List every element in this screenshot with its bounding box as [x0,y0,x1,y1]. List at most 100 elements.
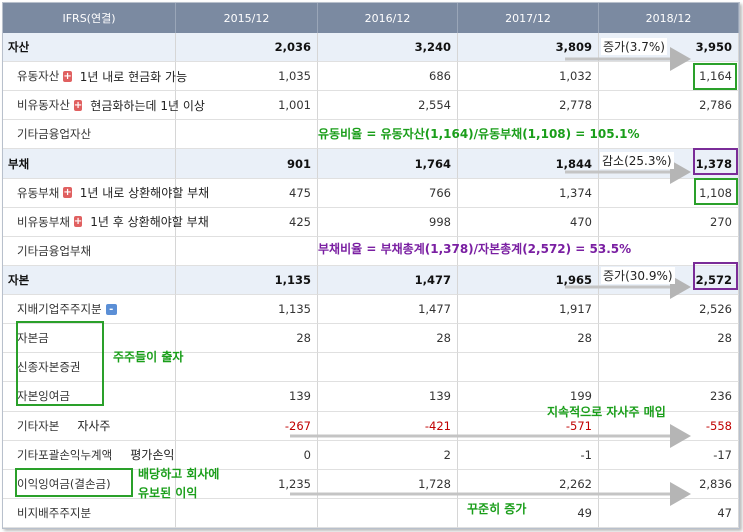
value-text: 1,477 [414,272,451,287]
highlight-box [693,262,738,290]
row-label: 유동부채 +1년 내로 상환해야할 부채 [3,178,209,208]
value-text: 3,240 [414,40,451,55]
change-note: 증가(30.9%) [601,267,675,284]
side-note: 1년 내로 상환해야할 부채 [79,186,210,201]
value-cell: 2,262 [458,469,599,499]
label-text: 비지배주주지분 [17,505,92,520]
value-cell [176,498,318,528]
value-cell: 2 [318,440,458,470]
value-text: 1,764 [414,156,451,171]
value-text: -421 [424,418,451,433]
value-text: 2,786 [699,98,732,113]
label-text: 신종자본증권 [17,360,81,375]
label-text: 비유동부채 [17,214,70,229]
toggle-icon: + [63,187,72,199]
value-cell: 1,728 [318,469,458,499]
value-cell: 139 [176,382,318,412]
value-text: 686 [429,69,451,84]
value-cell: 236 [599,382,739,412]
value-text: 1,001 [278,98,311,113]
label-text: 기타자본 [17,418,60,433]
label-text: 기타금융업자산 [17,127,92,142]
value-cell: 2,526 [599,295,739,325]
label-text: 지배기업주주지분 [17,302,102,317]
value-text: 1,844 [555,156,592,171]
value-cell [318,120,458,150]
row-label: 유동자산 +1년 내로 현금화 가능 [3,62,187,92]
value-text: 1,374 [559,185,592,200]
value-text: 1,035 [278,69,311,84]
value-cell: 1,965 [458,265,599,296]
label-text: 유동부채 [17,185,60,200]
value-cell: 1,374 [458,178,599,208]
value-text: 3,809 [555,40,592,55]
value-cell [599,236,739,266]
header-cell: 2015/12 [176,3,318,33]
change-note: 감소(25.3%) [600,152,674,169]
value-cell: 1,108 [599,178,739,208]
value-cell: -421 [318,411,458,441]
value-cell: 1,477 [318,265,458,296]
value-cell: -558 [599,411,739,441]
row-label: 자산 [3,33,176,63]
value-text: 1,378 [695,156,732,171]
value-cell: 28 [318,324,458,354]
value-text: -17 [713,447,732,462]
highlight-box [693,148,738,175]
row-label: 기타자본 자사주 [3,411,176,441]
value-text: 1,164 [699,69,732,84]
value-text: 28 [717,331,732,346]
value-text: 1,917 [559,302,592,317]
value-cell: 3,240 [318,33,458,63]
value-cell: 49 [458,498,599,528]
side-note: 현금화하는데 1년 이상 [90,98,205,113]
value-cell: 1,135 [176,265,318,296]
label-text: 자본금 [17,331,49,346]
change-note: 증가(3.7%) [601,38,667,55]
label-text: 자본 [8,272,30,287]
value-text: 1,135 [278,302,311,317]
highlight-box [16,321,104,406]
value-text: 28 [577,331,592,346]
value-cell [176,120,318,150]
value-text: 0 [303,447,311,462]
value-cell: 1,032 [458,62,599,92]
value-cell: 1,135 [176,295,318,325]
value-text: 998 [429,214,451,229]
label-text: 비유동자산 [17,98,70,113]
row-label: 비유동자산 + 현금화하는데 1년 이상 [3,91,205,121]
header-cell: 2016/12 [318,3,458,33]
value-text: -1 [580,447,592,462]
value-cell: 1,001 [176,91,318,121]
value-cell: 1,477 [318,295,458,325]
value-cell: 998 [318,207,458,237]
value-cell: 28 [176,324,318,354]
row-label: 비지배주주지분 [3,498,176,528]
header-cell: IFRS(연결) [3,3,176,33]
value-cell: 199 [458,382,599,412]
value-cell: 1,164 [599,62,739,92]
value-text: 470 [570,214,592,229]
debt-ratio: 부채비율 = 부채총계(1,378)/자본총계(2,572) = 53.5% [318,242,632,256]
value-cell [318,236,458,266]
value-cell: -17 [599,440,739,470]
value-text: 425 [289,214,311,229]
value-cell: 1,917 [458,295,599,325]
value-cell: 475 [176,178,318,208]
highlight-box [693,63,737,90]
value-text: 901 [286,156,311,171]
value-cell: 1,764 [318,149,458,179]
value-cell: 139 [318,382,458,412]
label-text: 자본잉여금 [17,389,70,404]
value-text: 139 [429,389,451,404]
current-ratio: 유동비율 = 유동자산(1,164)/유동부채(1,108) = 105.1% [318,127,640,141]
header-cell: 2017/12 [458,3,599,33]
value-text: 1,135 [274,272,311,287]
value-cell [318,353,458,383]
value-cell: 2,836 [599,469,739,499]
toggle-icon: + [63,70,72,82]
annotation: 꾸준히 증가 [467,502,527,516]
value-cell: 28 [458,324,599,354]
